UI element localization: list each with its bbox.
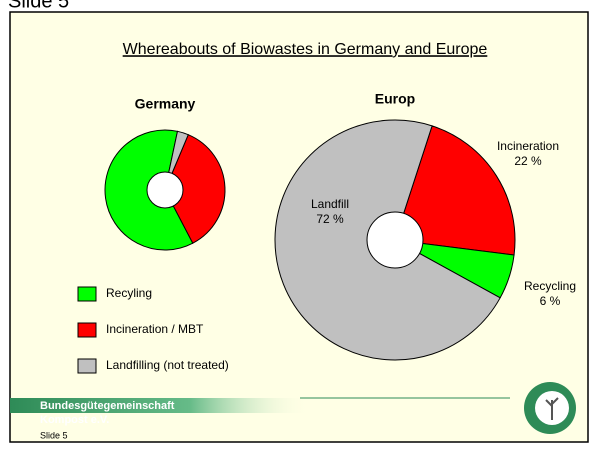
legend-label: Recyling [106,286,152,300]
legend-swatch [77,358,97,374]
slice-value-label: 72 % [316,212,344,226]
footer-org: Bundesgütegemeinschaft [40,400,175,412]
slice-value-label: 22 % [514,154,542,168]
slice-value-label: 6 % [540,294,561,308]
pie-slice [164,134,226,244]
donut-hole [146,171,184,209]
footer-bar [10,398,310,413]
legend-swatch [77,286,97,302]
footer-org: Kompost e.V. [40,414,109,426]
donut-hole [366,211,424,269]
legend-swatch [77,322,97,338]
pie-slice [394,125,516,256]
legend-label: Landfilling (not treated) [106,358,229,372]
chart-title: Germany [135,96,196,112]
slice-label: Recycling [524,279,576,293]
slice-label: Landfill [311,197,349,211]
logo [524,382,576,434]
footer-slide-number: Slide 5 [40,430,68,440]
chart-title: Europ [375,91,415,107]
slide-header: Slide 5 [8,0,69,12]
legend-label: Incineration / MBT [106,322,204,336]
slice-label: Incineration [497,139,559,153]
slide-title: Whereabouts of Biowastes in Germany and … [123,41,488,58]
